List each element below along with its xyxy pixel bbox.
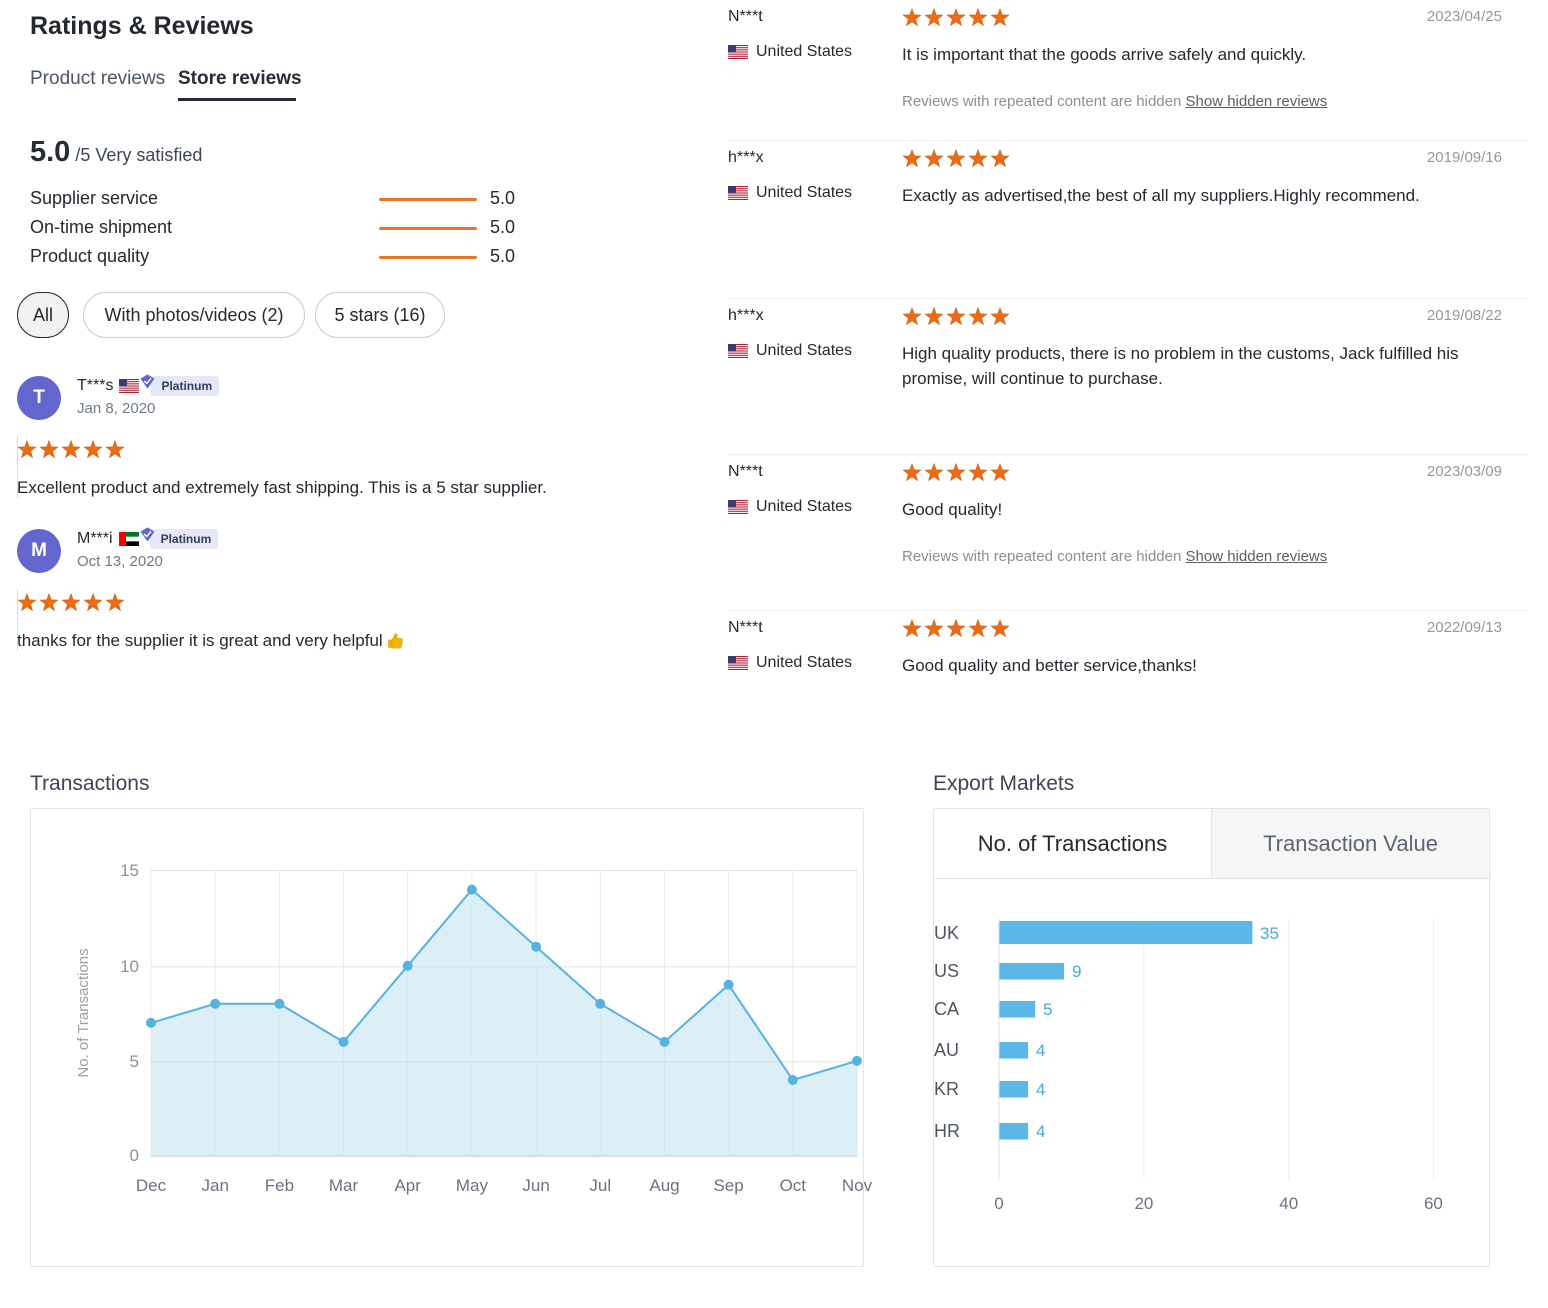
svg-text:May: May [456, 1176, 489, 1195]
svg-text:Feb: Feb [265, 1176, 294, 1195]
svg-text:15: 15 [120, 861, 139, 880]
svg-text:Mar: Mar [329, 1176, 359, 1195]
svg-text:AU: AU [934, 1040, 959, 1060]
svg-text:10: 10 [120, 957, 139, 976]
svg-text:Dec: Dec [136, 1176, 167, 1195]
svg-text:4: 4 [1036, 1122, 1045, 1141]
svg-text:Jul: Jul [589, 1176, 611, 1195]
svg-text:Jan: Jan [201, 1176, 228, 1195]
svg-text:5: 5 [130, 1052, 139, 1071]
svg-text:Oct: Oct [780, 1176, 807, 1195]
svg-text:Apr: Apr [394, 1176, 421, 1195]
svg-text:5: 5 [1043, 1000, 1052, 1019]
svg-text:40: 40 [1279, 1194, 1298, 1213]
svg-text:0: 0 [130, 1146, 139, 1165]
svg-text:CA: CA [934, 999, 959, 1019]
svg-text:4: 4 [1036, 1080, 1045, 1099]
svg-text:35: 35 [1260, 924, 1279, 943]
svg-text:Jun: Jun [522, 1176, 549, 1195]
svg-text:0: 0 [994, 1194, 1003, 1213]
svg-text:Nov: Nov [842, 1176, 873, 1195]
svg-text:Sep: Sep [713, 1176, 743, 1195]
svg-text:HR: HR [934, 1121, 960, 1141]
svg-text:Aug: Aug [649, 1176, 679, 1195]
svg-text:9: 9 [1072, 962, 1081, 981]
svg-text:4: 4 [1036, 1041, 1045, 1060]
svg-text:No. of Transactions: No. of Transactions [75, 948, 92, 1077]
svg-text:UK: UK [934, 923, 959, 943]
svg-text:60: 60 [1424, 1194, 1443, 1213]
svg-text:US: US [934, 961, 959, 981]
svg-text:KR: KR [934, 1079, 959, 1099]
svg-text:20: 20 [1134, 1194, 1153, 1213]
